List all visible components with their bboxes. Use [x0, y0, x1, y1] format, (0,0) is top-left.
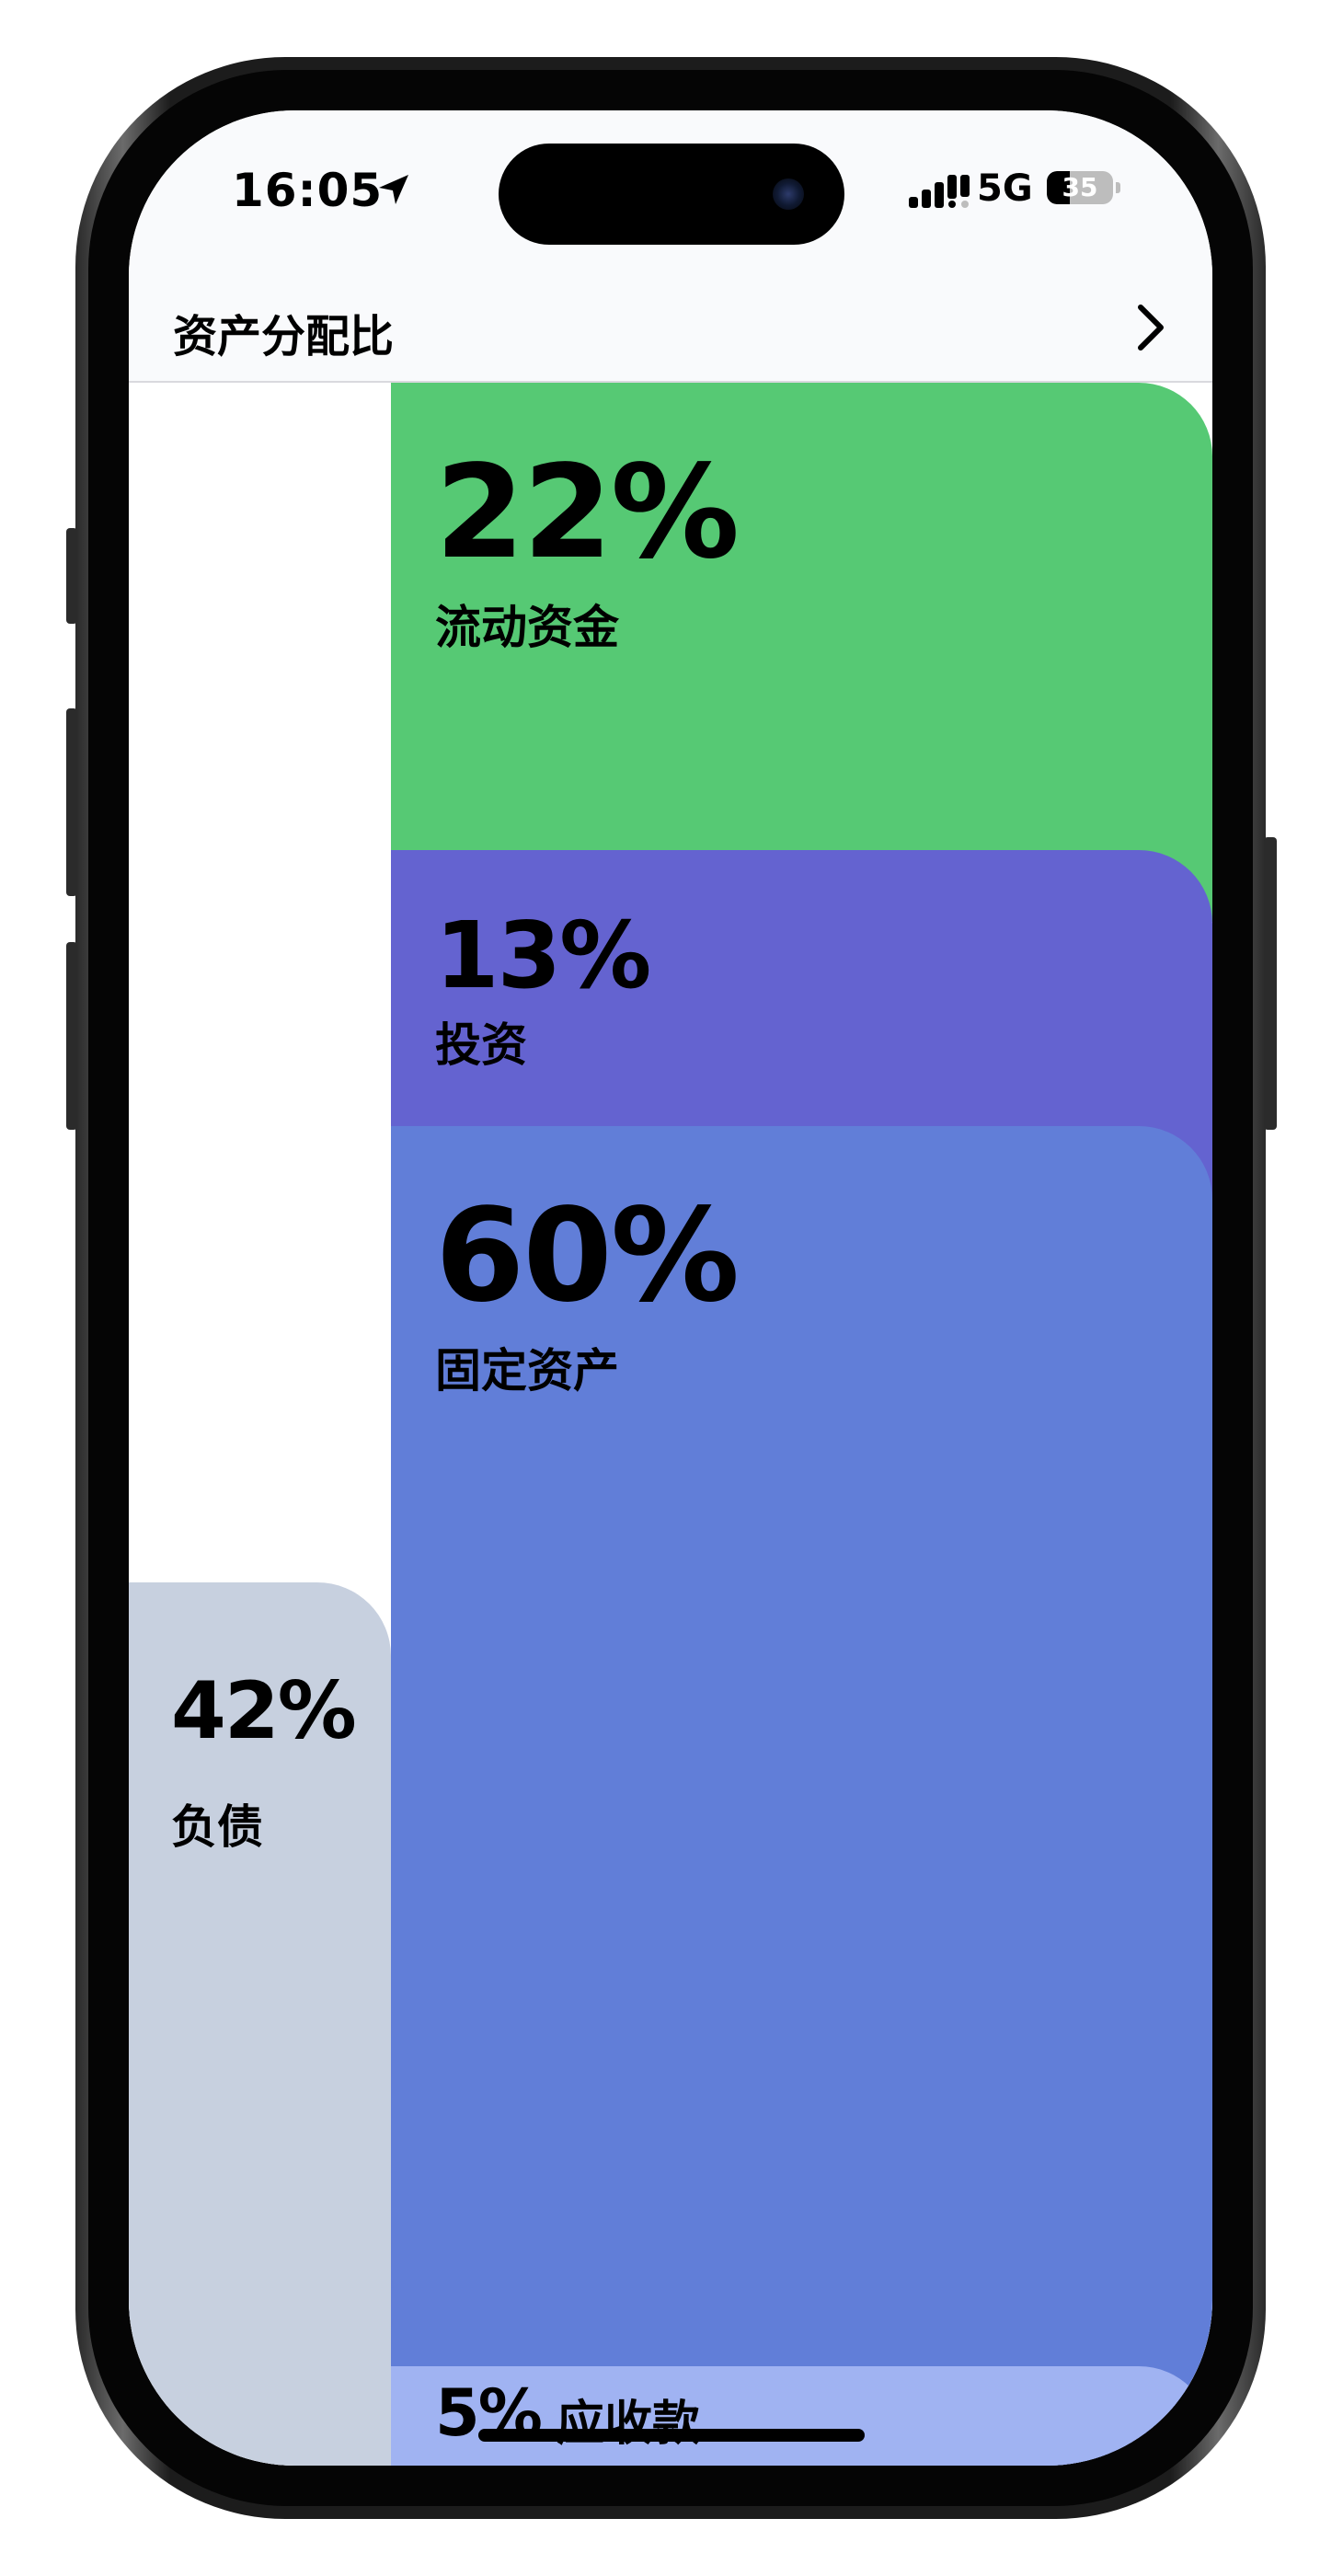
liabilities-block[interactable]: 42% 负债 [129, 1582, 391, 2466]
status-bar: 16:05 5G 35 [129, 110, 1212, 269]
liquid-funds-label: 流动资金 [435, 601, 619, 654]
volume-down-button [66, 942, 77, 1130]
home-indicator[interactable] [478, 2429, 865, 2442]
chevron-right-icon[interactable] [1124, 300, 1176, 355]
page-header: 资产分配比 [129, 269, 1212, 383]
allocation-chart: 42% 负债 22% 流动资金 13% 投资 60% 固定资产 5% 应收款 [129, 383, 1212, 2466]
battery-tip [1116, 182, 1120, 193]
receivables-block[interactable]: 5% 应收款 [391, 2366, 1212, 2466]
battery-fill [1047, 171, 1071, 204]
network-type: 5G [977, 167, 1033, 210]
screen: 16:05 5G 35 资产分配比 42% 负债 [129, 110, 1212, 2466]
liquid-funds-percent: 22% [435, 438, 740, 588]
location-arrow-icon [379, 175, 408, 204]
front-camera-icon [773, 178, 804, 210]
cellular-signal-icon [909, 175, 970, 208]
page-title: 资产分配比 [173, 311, 395, 362]
liabilities-percent: 42% [171, 1665, 357, 1757]
power-button [1264, 837, 1277, 1130]
fixed-assets-block[interactable]: 60% 固定资产 [391, 1126, 1212, 2466]
battery-level: 35 [1062, 172, 1098, 202]
liabilities-label: 负债 [171, 1800, 263, 1854]
investments-label: 投资 [435, 1018, 527, 1072]
fixed-assets-percent: 60% [435, 1181, 740, 1331]
volume-up-button [66, 708, 77, 896]
receivables-label: 应收款 [557, 2397, 701, 2452]
investments-percent: 13% [435, 902, 651, 1009]
fixed-assets-label: 固定资产 [435, 1344, 619, 1397]
status-time: 16:05 [232, 164, 384, 217]
battery-icon: 35 [1047, 171, 1113, 204]
liquid-funds-block[interactable]: 22% 流动资金 [391, 383, 1212, 922]
action-button [66, 528, 77, 624]
